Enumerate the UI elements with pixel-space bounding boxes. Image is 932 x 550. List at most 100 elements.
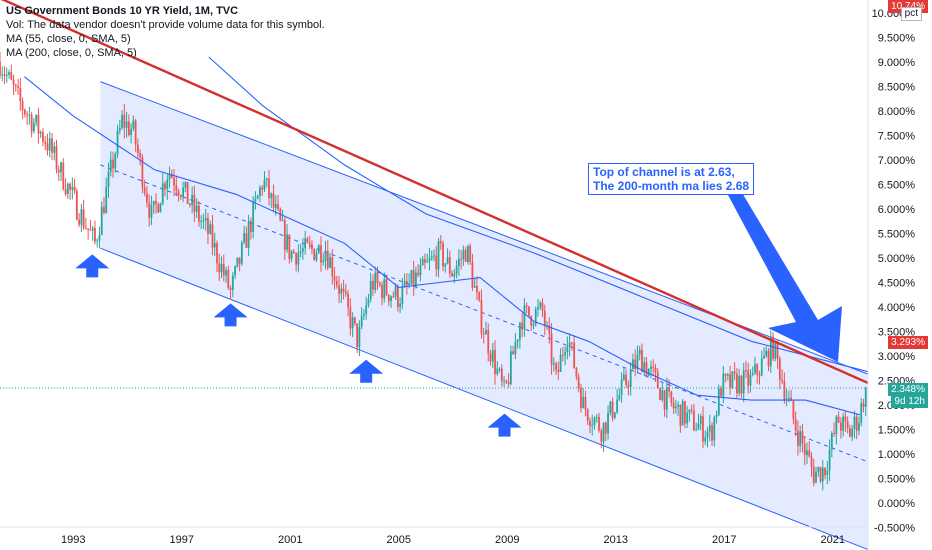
candle-body (471, 262, 474, 288)
candle-body (620, 379, 623, 395)
candle-body (708, 425, 711, 432)
candle-body (236, 257, 239, 267)
candle-body (304, 238, 307, 249)
x-tick-label: 2013 (603, 534, 627, 546)
candle-body (839, 422, 842, 431)
y-tick-label: 8.500% (878, 82, 916, 94)
candle-body (595, 417, 598, 419)
candle-body (828, 449, 831, 471)
candle-body (751, 372, 754, 375)
y-tick-label: 5.500% (878, 229, 916, 241)
candle-body (198, 205, 200, 222)
candle-body (250, 221, 252, 232)
y-tick-label: 8.000% (878, 106, 916, 118)
candle-body (442, 243, 444, 267)
candle-body (14, 85, 17, 87)
candle-body (240, 242, 243, 264)
candle-body (30, 114, 33, 132)
candle-body (3, 74, 6, 76)
candle-body (245, 233, 248, 248)
candle-body (647, 369, 650, 376)
candle-body (738, 375, 741, 394)
y-tick-label: 3.000% (878, 351, 916, 363)
candle-body (105, 187, 108, 213)
candle-body (641, 349, 643, 373)
candle-body (363, 314, 365, 316)
candle-body (42, 132, 44, 142)
candle-body (265, 178, 268, 180)
candle-body (5, 74, 8, 76)
candle-body (808, 450, 811, 457)
candle-body (227, 269, 230, 288)
candlesticks (0, 52, 867, 491)
up-arrow-icon (75, 254, 110, 278)
candle-body (430, 256, 433, 259)
candle-body (311, 244, 313, 249)
candle-body (480, 299, 483, 334)
y-tick-label: 7.500% (878, 131, 916, 143)
candle-body (103, 206, 105, 213)
moving-averages (24, 56, 869, 416)
channel-annotation[interactable]: Top of channel is at 2.63, The 200-month… (588, 163, 755, 195)
candle-body (322, 260, 325, 263)
candle-body (439, 241, 442, 244)
candle-body (652, 366, 655, 368)
candle-body (514, 341, 517, 355)
candle-body (539, 302, 542, 308)
percent-scale-button[interactable]: pct (900, 7, 922, 21)
candle-body (482, 333, 485, 335)
channel-fill (100, 81, 869, 550)
candle-body (537, 307, 539, 310)
candle-body (844, 416, 847, 422)
candle-body (516, 339, 519, 342)
candle-body (28, 114, 31, 116)
y-tick-label: -0.500% (874, 523, 915, 535)
candle-body (824, 467, 826, 476)
candle-body (21, 101, 24, 110)
legend-ma-55[interactable]: MA (55, close, 0, SMA, 5) (6, 33, 131, 45)
candle-body (365, 304, 368, 315)
annotation-line-2: The 200-month ma lies 2.68 (593, 179, 750, 193)
candle-body (378, 282, 381, 285)
candle-body (48, 138, 51, 151)
candle-body (720, 388, 722, 397)
candle-body (306, 238, 309, 243)
candle-body (46, 143, 49, 151)
candle-body (396, 286, 399, 307)
candle-body (118, 127, 121, 131)
candle-body (697, 423, 700, 430)
candle-body (64, 189, 67, 194)
candle-body (812, 466, 815, 483)
candle-body (799, 431, 802, 446)
candle-body (433, 255, 435, 257)
y-tick-label: 3.500% (878, 327, 916, 339)
candle-body (419, 265, 422, 276)
candle-body (44, 141, 47, 144)
candle-body (604, 422, 607, 434)
candle-body (288, 234, 291, 259)
candle-body (157, 203, 160, 213)
candle-body (220, 264, 223, 273)
chart-legend: US Government Bonds 10 YR Yield, 1M, TVC… (6, 4, 325, 60)
candle-body (638, 349, 641, 355)
candle-body (745, 369, 747, 371)
candle-body (0, 62, 1, 76)
candle-body (842, 416, 845, 431)
candle-body (204, 217, 207, 221)
candle-body (123, 114, 126, 128)
legend-ma-200[interactable]: MA (200, close, 0, SMA, 5) (6, 47, 137, 59)
candle-body (408, 283, 411, 286)
legend-volume-note: Vol: The data vendor doesn't provide vol… (6, 19, 325, 31)
candle-body (301, 248, 304, 252)
candle-body (277, 204, 279, 210)
candle-body (175, 185, 178, 191)
candle-body (589, 420, 591, 427)
candle-body (464, 249, 467, 262)
candle-body (256, 195, 259, 199)
candle-body (356, 323, 359, 347)
up-arrow-icon (487, 413, 522, 437)
candle-body (161, 183, 164, 204)
candle-body (523, 305, 526, 330)
candle-body (602, 422, 605, 442)
